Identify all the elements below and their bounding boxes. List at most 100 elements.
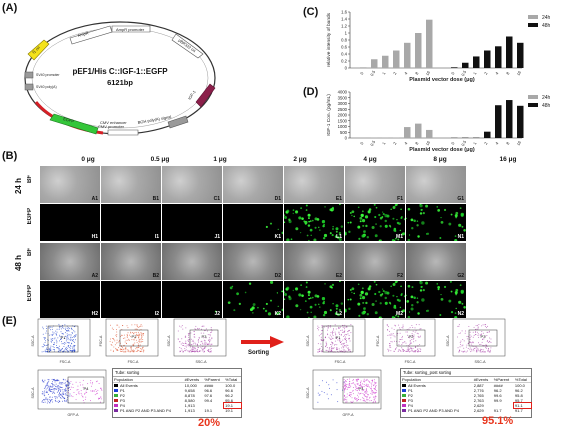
table-header: #Events: [183, 377, 204, 383]
image-label: J2: [214, 311, 220, 317]
chart-c-xlabel: Plasmid vector dose (μg): [409, 77, 475, 82]
chart-d-bar-48h-4: [495, 105, 502, 138]
chart-c-bar-48h-6: [517, 42, 524, 68]
plasmid-map: AmpR AmpR promoter pBR322 ori f1 ori EGF…: [24, 21, 216, 136]
bf-image-g2: G2: [406, 243, 466, 280]
row-label-egfp-48: EGFP: [27, 285, 33, 302]
egfp-image-n2: N2: [406, 281, 466, 318]
image-label: N2: [457, 311, 464, 317]
bf-image-c1: C1: [162, 166, 222, 203]
label-ampr: AmpR: [77, 30, 89, 38]
image-label: L2: [336, 311, 342, 317]
dose-header-0: 0 μg: [81, 156, 95, 163]
table-row: P4 1,913 19.1: [113, 402, 242, 409]
chart-c-bar-24h-4: [404, 42, 411, 68]
gate-label: P3: [202, 334, 208, 339]
table-row: P2 2,765 99.6 95.8: [401, 393, 531, 398]
chart-d-ylabel: IGF-1 Con. (pg/mL): [326, 94, 332, 136]
bf-image-b2: B2: [101, 243, 161, 280]
chart-d-legend-swatch: [528, 103, 538, 107]
label-bgh: BGH poly(A) signal: [137, 114, 171, 125]
bf-image-c2: C2: [162, 243, 222, 280]
dose-header-3: 2 μg: [293, 156, 307, 163]
bf-image-a2: A2: [40, 243, 100, 280]
time-24h-label: 24 h: [14, 178, 23, 195]
chart-c-bar-48h-5: [506, 36, 513, 68]
chart-c-bar-48h-4: [495, 46, 502, 68]
chart-d-ytick: 4000: [338, 90, 348, 95]
micro-row-24h-egfp: H1 I1 J1 K1 L1 M1 N1: [40, 204, 466, 241]
facs-after-p2-plot: P2 FSC-A FSC-A: [376, 318, 436, 364]
dose-header-2: 1 μg: [213, 156, 227, 163]
chart-c-xtick: 8: [505, 70, 511, 75]
image-label: K1: [274, 234, 281, 240]
egfp-image-j2: J2: [162, 281, 222, 318]
facs-yaxis-label: FSC-A: [376, 335, 380, 346]
bf-image-g1: G1: [406, 166, 466, 203]
image-label: D2: [274, 273, 281, 279]
chart-c-ytick: 0.4: [341, 52, 347, 57]
table-header: Population: [401, 377, 473, 383]
ampr-promoter-feature: [111, 25, 151, 33]
image-label: E2: [335, 273, 342, 279]
plasmid-size: 6121bp: [107, 78, 133, 87]
chart-c-bar-24h-5: [415, 33, 422, 68]
image-label: H2: [91, 311, 98, 317]
egfp-image-m1: M1: [345, 204, 405, 241]
chart-c-xtick: 8: [414, 70, 420, 75]
chart-c-ytick: 0.2: [341, 59, 347, 64]
chart-d-xtick: 8: [414, 140, 420, 145]
micro-row-24h-bf: A1 B1 C1 D1 E1 F1 G1: [40, 166, 466, 203]
chart-d-xtick: 0.5: [369, 139, 376, 147]
f1-ori-feature: [27, 39, 50, 61]
chart-c-legend-swatch: [528, 23, 538, 27]
table-row: All Events 2,887 #### 100.0: [401, 383, 531, 388]
table-row: P1 2,776 96.2 96.2: [401, 388, 531, 393]
egfp-image-i1: I1: [101, 204, 161, 241]
image-label: I2: [154, 311, 159, 317]
chart-c-bar-48h-2: [473, 56, 480, 68]
gate-label: P2: [132, 334, 138, 339]
facs-before-table: Tube: sorting Population #Events %Parent %To…: [112, 368, 242, 418]
igf1-feature: [195, 83, 216, 108]
chart-c-xtick: 4: [403, 70, 409, 75]
chart-c-ytick: 0.6: [341, 45, 347, 50]
micro-row-48h-bf: A2 B2 C2 D2 E2 F2 G2: [40, 243, 466, 280]
chart-d-ytick: 2000: [338, 113, 348, 118]
chart-c-bar-24h-2: [382, 55, 389, 68]
chart-c-bar-24h-0: [360, 67, 367, 68]
chart-d-ytick: 2500: [338, 107, 348, 112]
facs-after-p1-plot: P1 FSC-A SSC-A: [306, 318, 366, 364]
panel-label-c: (C): [303, 6, 319, 18]
chart-c-bar-48h-1: [462, 62, 469, 68]
chart-d-xtick: 8: [505, 140, 511, 145]
egfp-image-j1: J1: [162, 204, 222, 241]
facs-tube-label: Tube: sorting: [113, 369, 241, 377]
image-label: F2: [397, 273, 403, 279]
table-header: %Total: [224, 377, 241, 383]
chart-c-xtick: 4: [494, 70, 500, 75]
image-label: B2: [152, 273, 159, 279]
image-label: E1: [335, 196, 342, 202]
chart-d-ytick: 3000: [338, 101, 348, 106]
facs-before-p3-plot: P3 SSC-A SSC-A: [167, 318, 227, 364]
label-f1: f1 ori: [31, 45, 41, 55]
facs-before-gfp-plot: P4 GFP-A SSC-A: [31, 369, 107, 417]
facs-before-p2-plot: P2 FSC-A FSC-A: [99, 318, 159, 364]
facs-yaxis-label: SSC-A: [31, 387, 35, 399]
promoter-box-1: [24, 71, 34, 79]
chart-c-xtick: 0: [359, 70, 365, 75]
chart-c-legend-label: 48h: [542, 23, 551, 29]
egfp-image-m2: M2: [345, 281, 405, 318]
label-egfp: EGFP: [63, 116, 75, 124]
chart-c-ytick: 0: [345, 66, 348, 71]
chart-d-xtick: 2: [483, 140, 489, 145]
table-header: %Parent: [203, 377, 225, 383]
chart-c-xtick: 1: [381, 70, 387, 75]
table-header: #Events: [472, 377, 493, 383]
cmv-enhancer-feature: [107, 129, 139, 136]
chart-d-xtick: 4: [494, 140, 500, 145]
chart-c-xtick: 1: [472, 70, 478, 75]
bf-image-b1: B1: [101, 166, 161, 203]
